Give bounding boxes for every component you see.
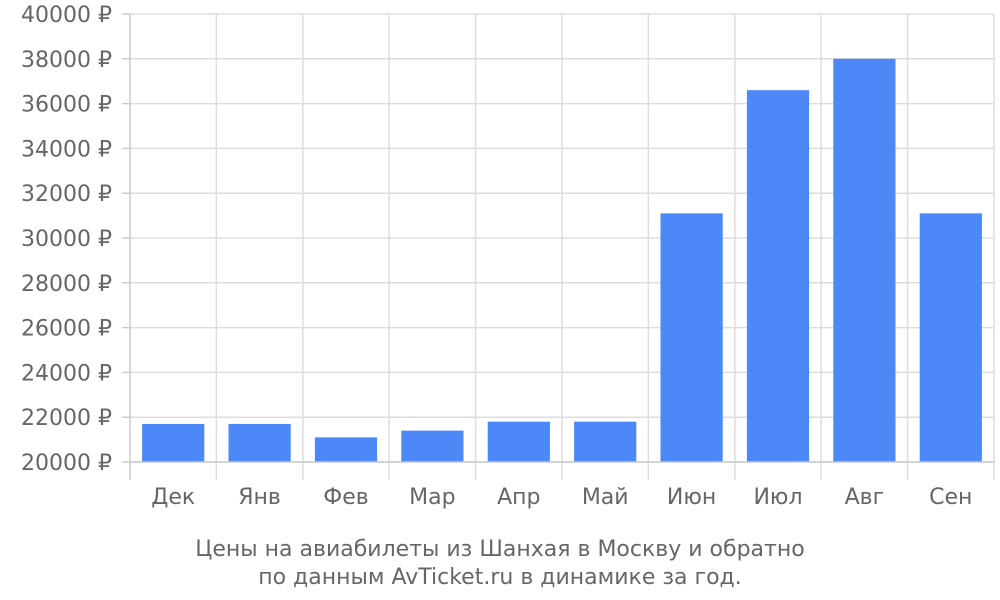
x-tick-label: Дек	[151, 485, 195, 510]
bar-4	[487, 421, 550, 462]
bar-1	[228, 423, 291, 462]
x-tick-label: Май	[582, 485, 629, 510]
y-tick-label: 22000 ₽	[21, 406, 112, 431]
y-tick-label: 30000 ₽	[21, 227, 112, 252]
y-axis-tick-labels: 20000 ₽ 22000 ₽ 24000 ₽ 26000 ₽ 28000 ₽ 30000…	[21, 3, 112, 476]
y-tick-label: 38000 ₽	[21, 48, 112, 73]
chart-caption-line-1: Цены на авиабилеты из Шанхая в Москву и …	[195, 537, 804, 562]
bar-3	[401, 430, 464, 462]
x-tick-label: Фев	[323, 485, 368, 510]
x-axis-tick-labels: Дек Янв Фев Мар Апр Май Июн Июл Авг Сен	[151, 485, 972, 510]
x-tick-label: Авг	[845, 485, 885, 510]
bar-6	[660, 213, 723, 462]
chart-caption-line-2: по данным AvTicket.ru в динамике за год.	[258, 565, 742, 590]
x-tick-label: Сен	[929, 485, 972, 510]
y-tick-label: 40000 ₽	[21, 3, 112, 28]
y-tick-label: 24000 ₽	[21, 361, 112, 386]
bar-7	[746, 90, 810, 462]
x-tick-label: Янв	[238, 485, 281, 510]
bar-5	[574, 421, 637, 462]
x-tick-label: Июн	[667, 485, 716, 510]
y-tick-label: 34000 ₽	[21, 137, 112, 162]
bar-8	[833, 58, 896, 463]
bars-layer	[142, 58, 982, 463]
bar-2	[314, 437, 378, 462]
y-tick-label: 26000 ₽	[21, 317, 112, 342]
x-tick-label: Июл	[753, 485, 802, 510]
grid-layer	[129, 13, 995, 480]
axes-layer	[122, 13, 994, 463]
y-tick-label: 28000 ₽	[21, 272, 112, 297]
x-tick-label: Апр	[497, 485, 540, 510]
y-tick-label: 32000 ₽	[21, 182, 112, 207]
bar-9	[919, 213, 982, 462]
y-tick-label: 36000 ₽	[21, 93, 112, 118]
x-tick-label: Мар	[409, 485, 455, 510]
y-tick-label: 20000 ₽	[21, 451, 112, 476]
bar-0	[142, 423, 205, 462]
